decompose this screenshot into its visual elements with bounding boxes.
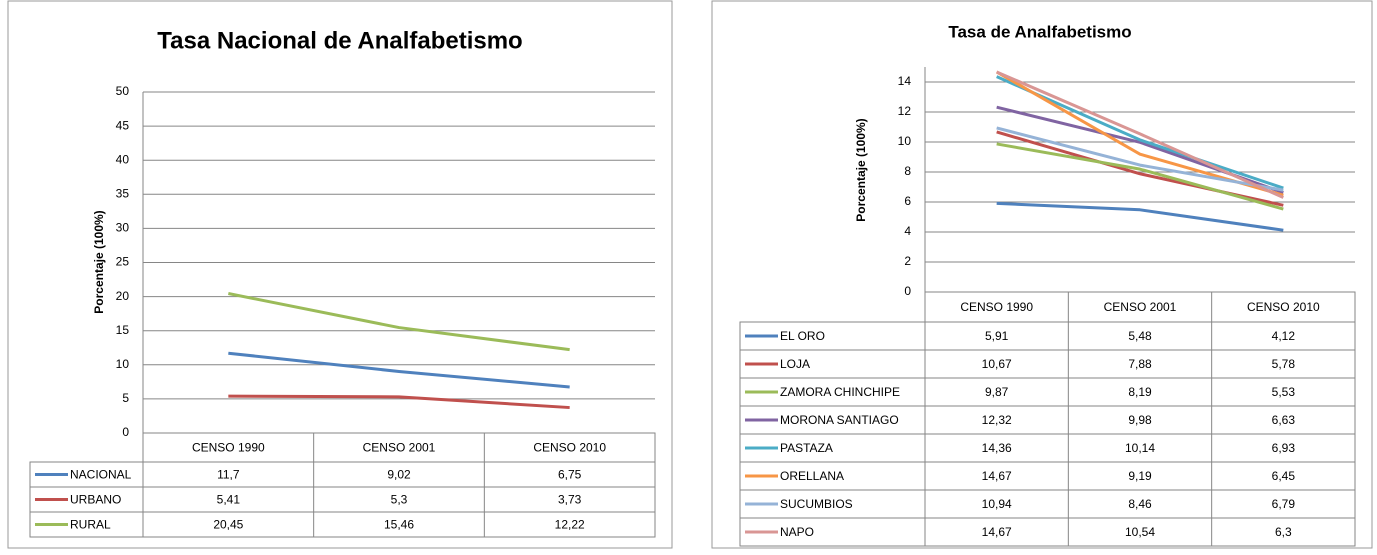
y-tick-label: 10: [898, 134, 912, 148]
x-tick-label: CENSO 2010: [1247, 300, 1320, 314]
table-row: [29, 511, 656, 538]
value-label: 12,22: [555, 518, 585, 532]
legend-label: SUCUMBIOS: [780, 497, 853, 511]
y-tick-label: 45: [116, 118, 130, 132]
value-label: 6,63: [1272, 413, 1296, 427]
value-label: 10,14: [1125, 441, 1155, 455]
value-label: 6,3: [1275, 525, 1292, 539]
legend-label: NACIONAL: [70, 468, 132, 482]
chart-title: Tasa de Analfabetismo: [948, 22, 1131, 41]
x-tick-label: CENSO 1990: [192, 441, 265, 455]
legend-label: RURAL: [70, 518, 111, 532]
series-line: [228, 351, 570, 389]
value-label: 8,19: [1128, 385, 1152, 399]
y-tick-label: 2: [904, 254, 911, 268]
value-label: 9,19: [1128, 469, 1152, 483]
y-tick-label: 14: [898, 74, 912, 88]
y-axis-label: Porcentaje (100%): [854, 118, 868, 221]
y-tick-label: 40: [116, 152, 130, 166]
chart-frame: [7, 0, 673, 549]
value-label: 6,93: [1272, 441, 1296, 455]
value-label: 15,46: [384, 518, 414, 532]
value-label: 10,94: [982, 497, 1012, 511]
series-line: [228, 394, 570, 410]
y-tick-label: 25: [116, 255, 130, 269]
legend-label: LOJA: [780, 357, 810, 371]
value-label: 4,12: [1272, 329, 1296, 343]
y-tick-label: 0: [122, 425, 129, 439]
series-line: [996, 142, 1284, 211]
value-label: 12,32: [982, 413, 1012, 427]
legend-label: URBANO: [70, 493, 121, 507]
legend-label: ZAMORA CHINCHIPE: [780, 385, 900, 399]
chart-title: Tasa Nacional de Analfabetismo: [157, 27, 522, 54]
x-tick-label: CENSO 2001: [1104, 300, 1177, 314]
value-label: 10,54: [1125, 525, 1155, 539]
value-label: 6,79: [1272, 497, 1296, 511]
y-axis-label: Porcentaje (100%): [92, 210, 106, 313]
y-tick-label: 0: [904, 284, 911, 298]
legend-label: EL ORO: [780, 329, 825, 343]
series-line: [996, 201, 1284, 232]
value-label: 5,3: [391, 493, 408, 507]
y-tick-label: 5: [122, 391, 129, 405]
y-tick-label: 6: [904, 194, 911, 208]
legend-label: PASTAZA: [780, 441, 833, 455]
y-tick-label: 15: [116, 323, 130, 337]
value-label: 5,48: [1128, 329, 1152, 343]
legend-label: ORELLANA: [780, 469, 844, 483]
value-label: 14,67: [982, 525, 1012, 539]
value-label: 20,45: [213, 518, 243, 532]
series-line: [996, 126, 1284, 192]
value-label: 11,7: [217, 468, 240, 482]
series-line: [996, 70, 1284, 199]
y-tick-label: 10: [116, 357, 130, 371]
legend-label: NAPO: [780, 525, 814, 539]
value-label: 5,53: [1272, 385, 1296, 399]
y-tick-label: 35: [116, 186, 130, 200]
value-label: 6,75: [558, 468, 582, 482]
value-label: 3,73: [558, 493, 582, 507]
value-label: 9,98: [1128, 413, 1152, 427]
value-label: 9,87: [985, 385, 1009, 399]
x-tick-label: CENSO 1990: [960, 300, 1033, 314]
value-label: 5,91: [985, 329, 1009, 343]
value-label: 5,78: [1272, 357, 1296, 371]
value-label: 5,41: [217, 493, 241, 507]
x-tick-label: CENSO 2010: [533, 441, 606, 455]
y-tick-label: 8: [904, 164, 911, 178]
legend-label: MORONA SANTIAGO: [780, 413, 899, 427]
chart-frame: [711, 0, 1373, 549]
value-label: 14,36: [982, 441, 1012, 455]
value-label: 7,88: [1128, 357, 1152, 371]
y-tick-label: 12: [898, 104, 912, 118]
value-label: 6,45: [1272, 469, 1296, 483]
y-tick-label: 20: [116, 289, 130, 303]
y-tick-label: 50: [116, 84, 130, 98]
value-label: 9,02: [387, 468, 411, 482]
y-tick-label: 4: [904, 224, 911, 238]
value-label: 14,67: [982, 469, 1012, 483]
series-line: [228, 292, 570, 352]
value-label: 10,67: [982, 357, 1012, 371]
x-tick-label: CENSO 2001: [363, 441, 436, 455]
y-tick-label: 30: [116, 221, 130, 235]
table-row: [739, 517, 1356, 547]
value-label: 8,46: [1128, 497, 1152, 511]
